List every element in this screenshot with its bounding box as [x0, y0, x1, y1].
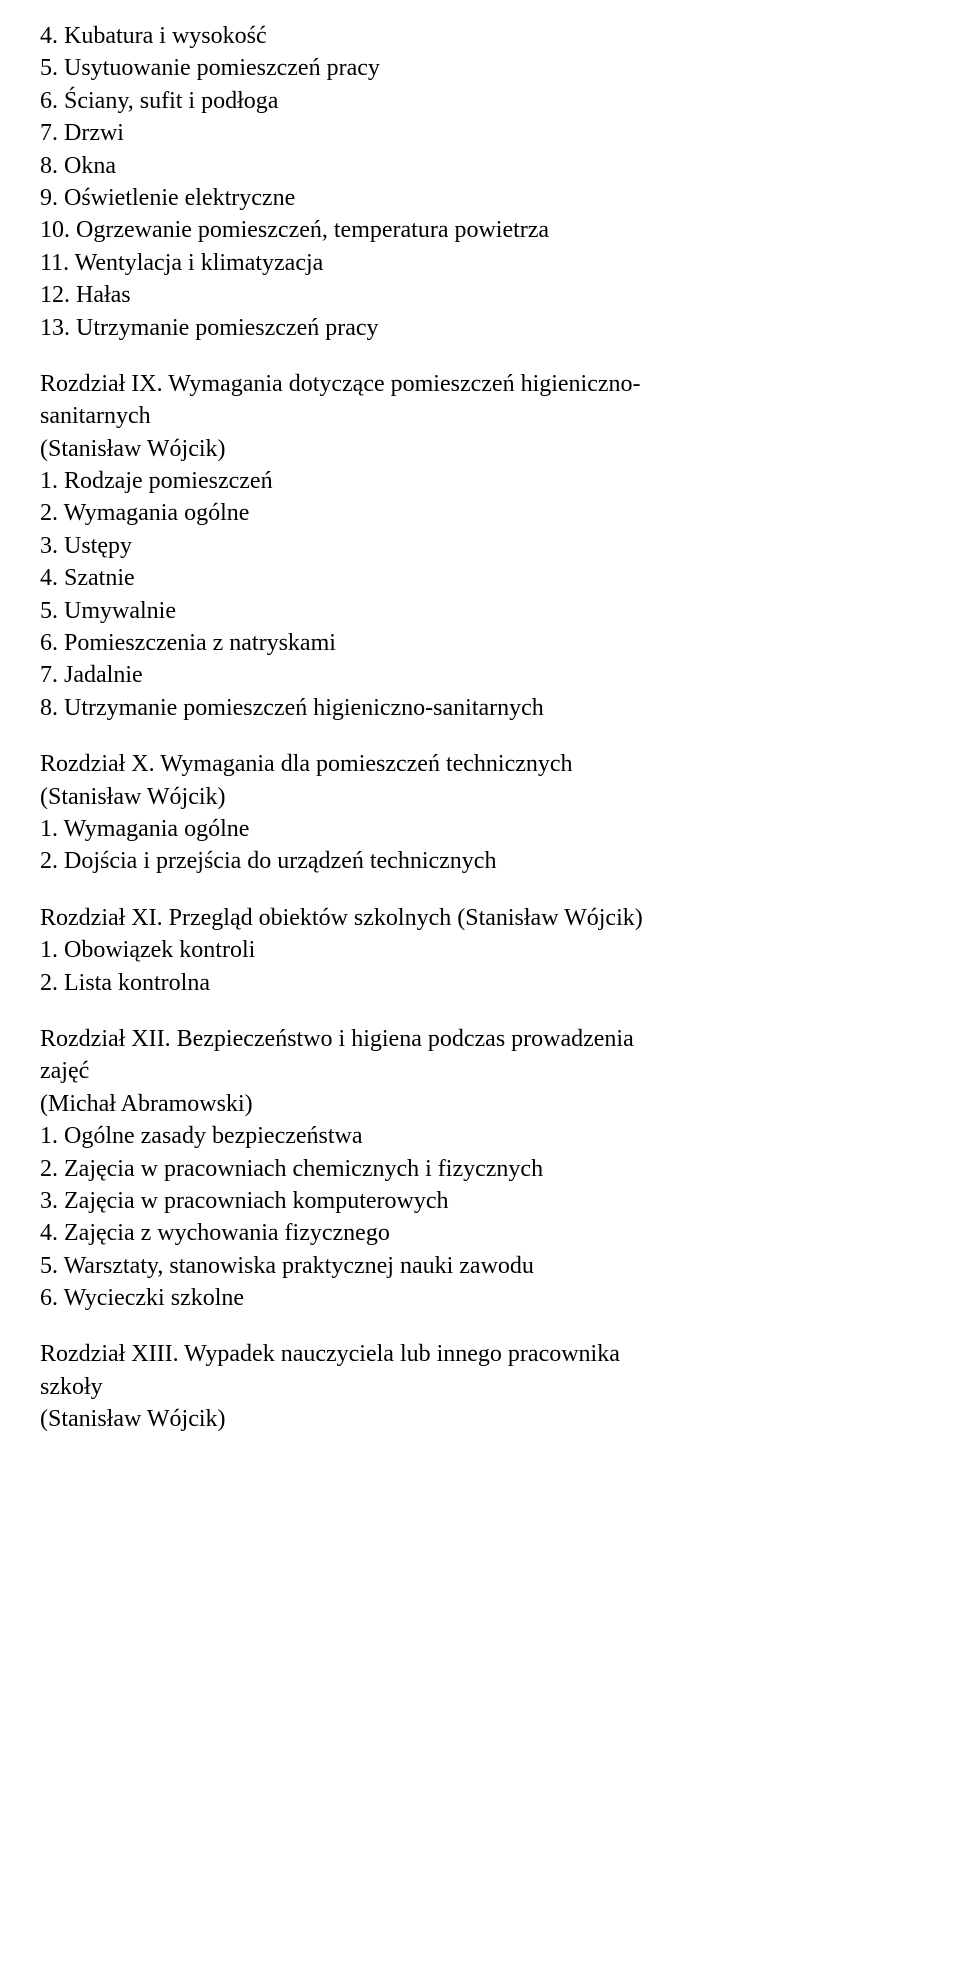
list-item: 2. Wymagania ogólne — [40, 497, 920, 529]
chapter-heading: Rozdział XI. Przegląd obiektów szkolnych… — [40, 902, 920, 934]
chapter-author: (Stanisław Wójcik) — [40, 781, 920, 813]
chapter-ix: Rozdział IX. Wymagania dotyczące pomiesz… — [40, 368, 920, 724]
list-item: 1. Ogólne zasady bezpieczeństwa — [40, 1120, 920, 1152]
section-continuation: 4. Kubatura i wysokość 5. Usytuowanie po… — [40, 20, 920, 344]
list-item: 5. Umywalnie — [40, 595, 920, 627]
list-item: 1. Obowiązek kontroli — [40, 934, 920, 966]
chapter-heading: Rozdział XIII. Wypadek nauczyciela lub i… — [40, 1338, 920, 1370]
chapter-heading: Rozdział X. Wymagania dla pomieszczeń te… — [40, 748, 920, 780]
list-item: 1. Rodzaje pomieszczeń — [40, 465, 920, 497]
list-item: 4. Kubatura i wysokość — [40, 20, 920, 52]
chapter-x: Rozdział X. Wymagania dla pomieszczeń te… — [40, 748, 920, 878]
list-item: 10. Ogrzewanie pomieszczeń, temperatura … — [40, 214, 920, 246]
list-item: 6. Pomieszczenia z natryskami — [40, 627, 920, 659]
list-item: 7. Drzwi — [40, 117, 920, 149]
chapter-xi: Rozdział XI. Przegląd obiektów szkolnych… — [40, 902, 920, 999]
list-item: 1. Wymagania ogólne — [40, 813, 920, 845]
list-item: 7. Jadalnie — [40, 659, 920, 691]
chapter-xiii: Rozdział XIII. Wypadek nauczyciela lub i… — [40, 1338, 920, 1435]
list-item: 3. Zajęcia w pracowniach komputerowych — [40, 1185, 920, 1217]
list-item: 3. Ustępy — [40, 530, 920, 562]
chapter-author: (Michał Abramowski) — [40, 1088, 920, 1120]
chapter-heading: Rozdział XII. Bezpieczeństwo i higiena p… — [40, 1023, 920, 1055]
list-item: 13. Utrzymanie pomieszczeń pracy — [40, 312, 920, 344]
list-item: 12. Hałas — [40, 279, 920, 311]
list-item: 8. Utrzymanie pomieszczeń higieniczno-sa… — [40, 692, 920, 724]
chapter-heading: zajęć — [40, 1055, 920, 1087]
list-item: 2. Lista kontrolna — [40, 967, 920, 999]
list-item: 11. Wentylacja i klimatyzacja — [40, 247, 920, 279]
list-item: 5. Usytuowanie pomieszczeń pracy — [40, 52, 920, 84]
list-item: 4. Szatnie — [40, 562, 920, 594]
list-item: 2. Zajęcia w pracowniach chemicznych i f… — [40, 1153, 920, 1185]
list-item: 9. Oświetlenie elektryczne — [40, 182, 920, 214]
list-item: 8. Okna — [40, 150, 920, 182]
list-item: 5. Warsztaty, stanowiska praktycznej nau… — [40, 1250, 920, 1282]
chapter-author: (Stanisław Wójcik) — [40, 1403, 920, 1435]
list-item: 6. Wycieczki szkolne — [40, 1282, 920, 1314]
list-item: 4. Zajęcia z wychowania fizycznego — [40, 1217, 920, 1249]
chapter-heading: Rozdział IX. Wymagania dotyczące pomiesz… — [40, 368, 920, 400]
chapter-heading: sanitarnych — [40, 400, 920, 432]
chapter-author: (Stanisław Wójcik) — [40, 433, 920, 465]
chapter-xii: Rozdział XII. Bezpieczeństwo i higiena p… — [40, 1023, 920, 1315]
list-item: 2. Dojścia i przejścia do urządzeń techn… — [40, 845, 920, 877]
chapter-heading: szkoły — [40, 1371, 920, 1403]
list-item: 6. Ściany, sufit i podłoga — [40, 85, 920, 117]
